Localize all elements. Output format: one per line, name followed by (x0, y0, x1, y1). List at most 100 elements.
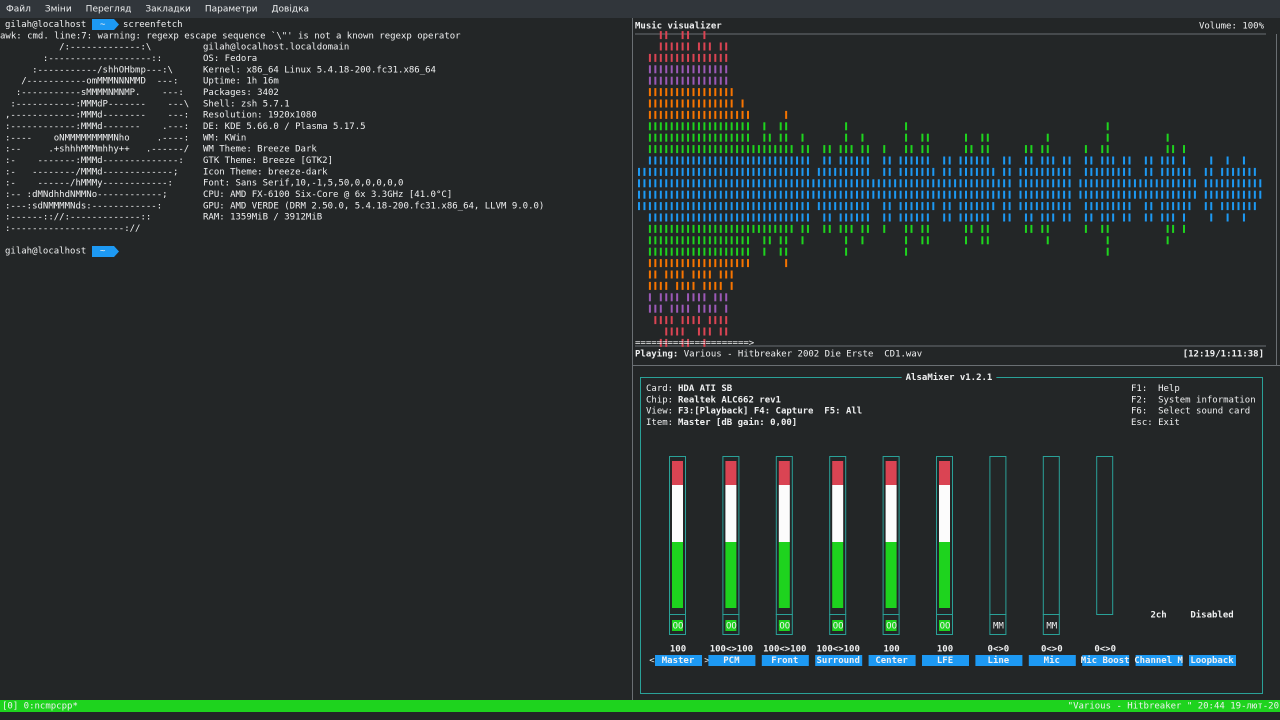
visualizer-bar (1128, 190, 1131, 199)
visualizer-bar (747, 236, 749, 245)
visualizer-bar (1084, 167, 1087, 176)
visualizer-bar (697, 293, 700, 302)
visualizer-bar (1008, 213, 1011, 222)
visualizer-bar (714, 213, 717, 222)
visualizer-bar (1030, 213, 1033, 222)
visualizer-bar (899, 156, 902, 165)
visualizer-bar (812, 190, 815, 199)
visualizer-bar (747, 122, 749, 131)
visualizer-bar (697, 88, 700, 97)
visualizer-bar (665, 145, 668, 154)
visualizer-bar (986, 133, 989, 142)
menu-item[interactable]: Закладки (145, 5, 191, 15)
visualizer-bar (1144, 202, 1147, 211)
visualizer-bar (736, 247, 739, 256)
visualizer-bar (1106, 122, 1109, 131)
channel-name-bg (1135, 655, 1183, 666)
visualizer-bar (856, 213, 858, 222)
visualizer-bar (665, 133, 668, 142)
visualizer-bar (676, 145, 679, 154)
visualizer-bar (692, 179, 695, 188)
visualizer-bar (1003, 213, 1006, 222)
visualizer-bar (659, 236, 662, 245)
visualizer-bar (654, 53, 657, 62)
logo-line: /-----------omMMMNNNMMD ---: (5, 77, 178, 87)
visualizer-bar (774, 179, 777, 188)
visualizer-bar (741, 236, 744, 245)
visualizer-bar (1248, 202, 1251, 211)
help-item: F1: Help (1131, 384, 1180, 394)
visualizer-bar (1030, 202, 1033, 211)
visualizer-bar (736, 145, 739, 154)
visualizer-bar (981, 145, 984, 154)
visualizer-bar (725, 293, 728, 302)
visualizer-bar (1139, 179, 1142, 188)
visualizer-bar (730, 110, 733, 119)
visualizer-bar (719, 281, 722, 290)
visualizer-bar (692, 53, 695, 62)
visualizer-bar (665, 65, 668, 74)
visualizer-bar (1183, 179, 1185, 188)
visualizer-bar (719, 133, 722, 142)
visualizer-bar (790, 213, 793, 222)
visualizer-bar (785, 156, 788, 165)
visualizer-bar (883, 224, 886, 233)
visualizer-bar (801, 224, 804, 233)
visualizer-bar (779, 236, 782, 245)
visualizer-bar (638, 167, 640, 176)
visualizer-bar (708, 316, 711, 325)
menu-item[interactable]: Файл (6, 5, 31, 15)
menu-item[interactable]: Зміни (45, 5, 72, 15)
visualizer-bar (676, 247, 679, 256)
visualizer-bar (779, 190, 782, 199)
visualizer-bar (719, 53, 722, 62)
visualizer-bar (708, 304, 711, 313)
visualizer-bar (790, 145, 793, 154)
visualizer-bar (1117, 202, 1120, 211)
playing-label: Playing: (635, 349, 678, 360)
menu-item[interactable]: Перегляд (86, 5, 132, 15)
mute-bg (939, 620, 950, 631)
menu-item[interactable]: Параметри (205, 5, 258, 15)
visualizer-bar (687, 190, 690, 199)
visualizer-bar (1019, 179, 1022, 188)
visualizer-bar (981, 179, 984, 188)
visualizer-bar (697, 213, 700, 222)
level-fill (939, 461, 950, 485)
visualizer-bar (697, 179, 700, 188)
visualizer-bar (730, 213, 733, 222)
visualizer-bar (681, 122, 684, 131)
visualizer-bar (747, 202, 749, 211)
visualizer-bar (932, 190, 935, 199)
visualizer-bar (899, 213, 902, 222)
visualizer-bar (965, 145, 967, 154)
visualizer-bar (708, 88, 711, 97)
visualizer-bar (1106, 156, 1109, 165)
visualizer-bar (1232, 202, 1235, 211)
visualizer-bar (1019, 190, 1022, 199)
visualizer-bar (681, 99, 684, 108)
info-value: x86_64 Linux 5.4.18-200.fc31.x86_64 (246, 65, 436, 75)
visualizer-bar (1166, 179, 1169, 188)
visualizer-bar (747, 110, 749, 119)
visualizer-bar (670, 88, 673, 97)
visualizer-bar (1172, 145, 1175, 154)
visualizer-bar (1161, 202, 1164, 211)
menu-item[interactable]: Довідка (272, 5, 310, 15)
visualizer-bar (1008, 156, 1011, 165)
visualizer-bar (670, 327, 673, 336)
visualizer-bar (736, 236, 739, 245)
visualizer-bar (1046, 202, 1049, 211)
visualizer-bar (719, 110, 722, 119)
visualizer-bar (670, 304, 673, 313)
visualizer-bar (648, 259, 651, 268)
channel-name-bg (922, 655, 969, 666)
visualizer-bar (670, 42, 673, 51)
visualizer-bar (719, 167, 722, 176)
visualizer-bar (915, 179, 918, 188)
visualizer-bar (986, 190, 989, 199)
visualizer-bar (779, 167, 782, 176)
visualizer-bar (888, 213, 891, 222)
visualizer-bar (1210, 179, 1213, 188)
channel-name-bg (975, 655, 1023, 666)
